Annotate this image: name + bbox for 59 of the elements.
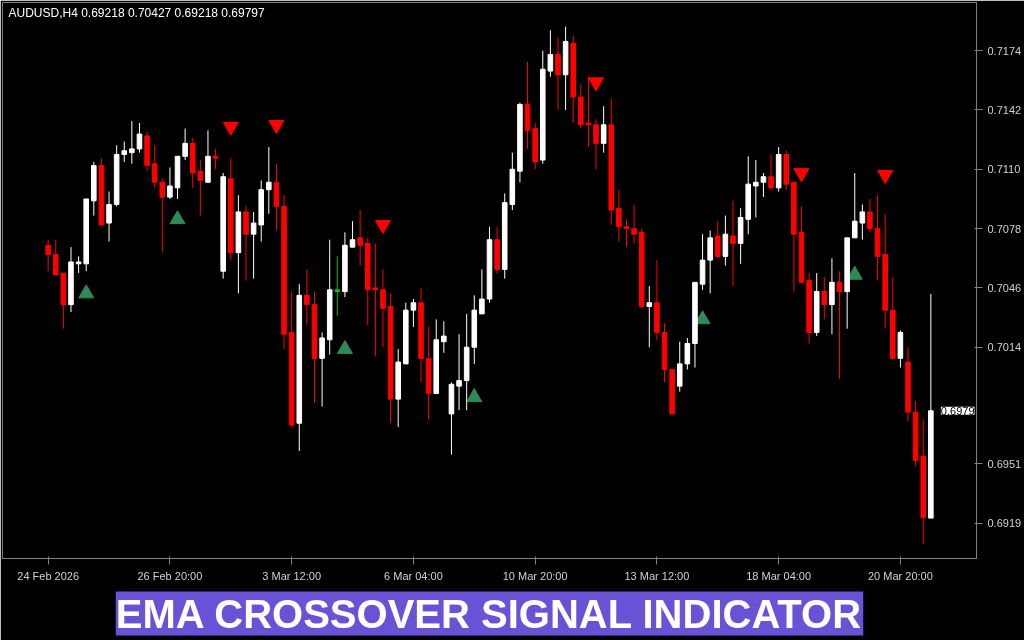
candlestick [600, 105, 607, 154]
x-tick-label: 20 Mar 20:00 [868, 569, 933, 582]
candlestick [266, 146, 272, 215]
y-tick-label: 0.6919 [987, 517, 1022, 530]
y-tick-label: 0.7174 [987, 44, 1022, 57]
text: EMA CROSSOVER SIGNAL INDICATOR [115, 591, 862, 636]
y-tick-label: 0.7078 [987, 222, 1022, 235]
y-tick-label: 0.7110 [987, 163, 1021, 176]
y-tick-label: 0.7142 [987, 103, 1022, 116]
candlestick [380, 268, 386, 348]
candlestick [129, 120, 135, 165]
candlestick [730, 200, 736, 287]
x-tick-label: 26 Feb 20:00 [137, 569, 203, 582]
x-tick-label: 24 Feb 2026 [17, 569, 80, 582]
candlestick [631, 204, 637, 244]
candlestick [410, 298, 417, 328]
candlestick [646, 285, 653, 348]
x-tick-label: 3 Mar 12:00 [262, 569, 322, 582]
candlestick [555, 37, 561, 111]
candlestick [768, 153, 774, 191]
candlestick [304, 268, 310, 326]
candlestick [212, 148, 219, 170]
candlestick [456, 333, 462, 411]
chart-subtitle: AUDUSD,H4 0.69218 0.70427 0.69218 0.69797 [8, 5, 266, 20]
candlestick [676, 341, 683, 393]
candlestick [151, 144, 158, 189]
candlestick [319, 331, 325, 408]
candlestick [760, 172, 767, 198]
candlestick [616, 189, 622, 243]
y-tick-label: 0.7014 [987, 341, 1022, 354]
candlestick [349, 220, 356, 248]
candlestick [334, 255, 341, 317]
candlestick [106, 191, 112, 243]
candlestick [182, 128, 188, 161]
candlestick [357, 209, 363, 267]
candlestick [623, 218, 630, 248]
candlestick [715, 220, 721, 259]
candlestick [722, 215, 729, 267]
candlestick [167, 166, 173, 200]
candlestick [821, 276, 828, 320]
candlestick [136, 122, 143, 154]
candlestick [753, 159, 759, 218]
candlestick [441, 320, 447, 354]
candlestick [829, 257, 835, 335]
candlestick [593, 118, 599, 170]
text: 0.6979 [940, 404, 975, 417]
x-tick-label: 6 Mar 04:00 [384, 569, 443, 582]
candlestick [243, 205, 249, 281]
y-tick-label: 0.7046 [987, 281, 1022, 294]
candlestick [45, 239, 51, 272]
x-tick-label: 13 Mar 12:00 [624, 569, 690, 582]
x-tick-label: 18 Mar 04:00 [746, 569, 812, 582]
x-tick-label: 10 Mar 20:00 [502, 569, 568, 582]
candlestick [479, 268, 485, 315]
candlestick [159, 178, 166, 254]
candlestick [867, 198, 873, 233]
y-tick-label: 0.6951 [987, 457, 1022, 470]
candlestick [707, 229, 713, 294]
candlestick [684, 337, 691, 370]
